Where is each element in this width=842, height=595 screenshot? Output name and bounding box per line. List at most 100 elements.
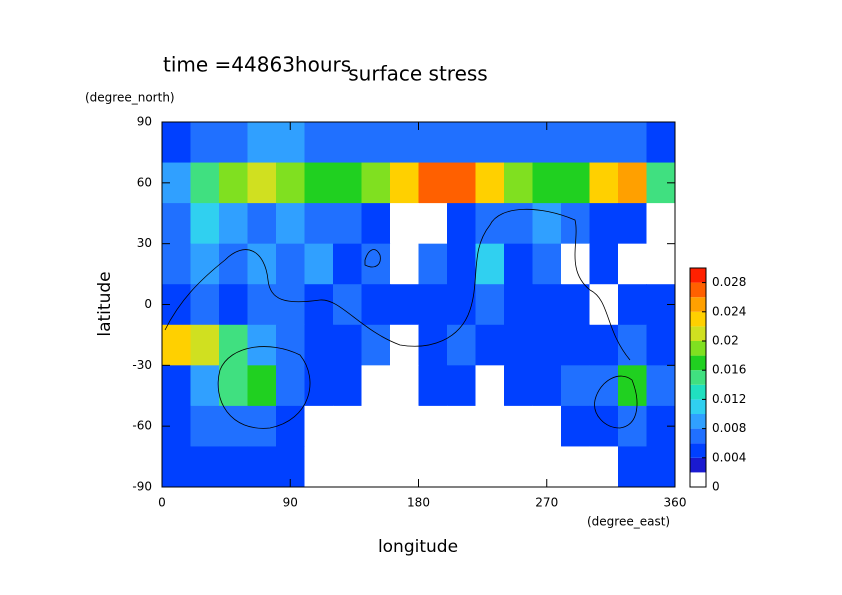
colorbar-band	[690, 384, 706, 400]
field-cell	[219, 446, 248, 488]
field-cell	[333, 203, 362, 245]
colorbar-band	[690, 443, 706, 458]
field-cell	[418, 243, 448, 285]
field-cell	[333, 324, 362, 366]
field-cell	[361, 365, 391, 407]
field-cell	[390, 122, 419, 164]
colorbar-band	[690, 297, 706, 312]
field-cell	[162, 203, 191, 245]
field-cell	[475, 284, 505, 326]
field-cell	[504, 122, 533, 164]
field-cell	[247, 405, 277, 447]
field-cell	[447, 243, 476, 285]
colorbar-band	[690, 370, 706, 385]
field-cell	[561, 284, 590, 326]
field-cell	[333, 284, 362, 326]
colorbar-band	[690, 311, 706, 327]
y-unit: (degree_north)	[85, 91, 175, 105]
field-cell	[304, 446, 334, 488]
field-cell	[276, 162, 305, 204]
y-tick-label: -60	[132, 419, 152, 433]
field-cell	[390, 162, 419, 204]
field-cell	[475, 162, 505, 204]
field-cell	[247, 324, 277, 366]
colorbar: 0 0.004 0.008 0.012 0.016 0.02 0.024 0.028	[689, 267, 746, 494]
field-cell	[390, 405, 419, 447]
field-cell	[475, 365, 505, 407]
field-cell	[646, 446, 676, 488]
field-cell	[532, 324, 562, 366]
field-cell	[162, 243, 191, 285]
field-cell	[447, 324, 476, 366]
colorbar-band	[690, 326, 706, 341]
field-cell	[333, 122, 362, 164]
field-cell	[304, 405, 334, 447]
field-cell	[561, 162, 590, 204]
field-cell	[361, 203, 391, 245]
field-cell	[447, 405, 476, 447]
y-tick-label: 0	[144, 297, 152, 311]
field-cell	[646, 122, 676, 164]
chart-subtitle: surface stress	[348, 62, 487, 86]
colorbar-band	[690, 457, 706, 473]
field-cell	[247, 284, 277, 326]
colorbar-tick-label: 0.016	[712, 363, 746, 377]
field-cell	[247, 365, 277, 407]
field-cell	[219, 405, 248, 447]
coastline	[164, 208, 631, 361]
field-cell	[646, 243, 676, 285]
field-cell	[475, 243, 505, 285]
field-cell	[618, 162, 647, 204]
y-axis-label: latitude	[95, 271, 115, 336]
field-cell	[190, 203, 220, 245]
field-cell	[333, 405, 362, 447]
field-cell	[618, 203, 647, 245]
field-cell	[390, 284, 419, 326]
field-cell	[162, 324, 191, 366]
field-cell	[162, 365, 191, 407]
colorbar-band	[690, 282, 706, 298]
y-tick-label: 60	[137, 175, 152, 189]
field-cell	[504, 243, 533, 285]
field-cell	[276, 243, 305, 285]
field-cell	[247, 162, 277, 204]
x-tick-label: 90	[283, 496, 298, 510]
field-cell	[390, 243, 419, 285]
field-cell	[532, 203, 562, 245]
field-cell	[418, 446, 448, 488]
field-cell	[418, 162, 448, 204]
field-cell	[447, 446, 476, 488]
field-cell	[304, 365, 334, 407]
field-cell	[190, 162, 220, 204]
field-cell	[618, 405, 647, 447]
colorbar-tick-label: 0.028	[712, 275, 746, 289]
field-cell	[418, 365, 448, 407]
colorbar-tick-label: 0.02	[712, 334, 739, 348]
y-tick-label: 30	[137, 236, 152, 250]
field-cell	[589, 122, 619, 164]
coastlines	[164, 208, 638, 429]
field-cell	[418, 405, 448, 447]
field-cell	[447, 203, 476, 245]
field-cell	[219, 243, 248, 285]
field-cell	[447, 365, 476, 407]
field-cell	[390, 365, 419, 407]
field-cell	[589, 243, 619, 285]
field-cell	[190, 284, 220, 326]
field-cell	[190, 446, 220, 488]
y-tick-label: 90	[137, 115, 152, 129]
field-cell	[247, 203, 277, 245]
field-cell	[190, 122, 220, 164]
field-cell	[532, 243, 562, 285]
field-cell	[447, 162, 476, 204]
field-cell	[418, 122, 448, 164]
field-cell	[304, 243, 334, 285]
coastline	[364, 249, 381, 268]
field-cell	[589, 324, 619, 366]
colorbar-band	[690, 268, 706, 283]
field-cell	[247, 243, 277, 285]
field-cell	[304, 284, 334, 326]
field-cell	[304, 203, 334, 245]
field-cell	[532, 405, 562, 447]
